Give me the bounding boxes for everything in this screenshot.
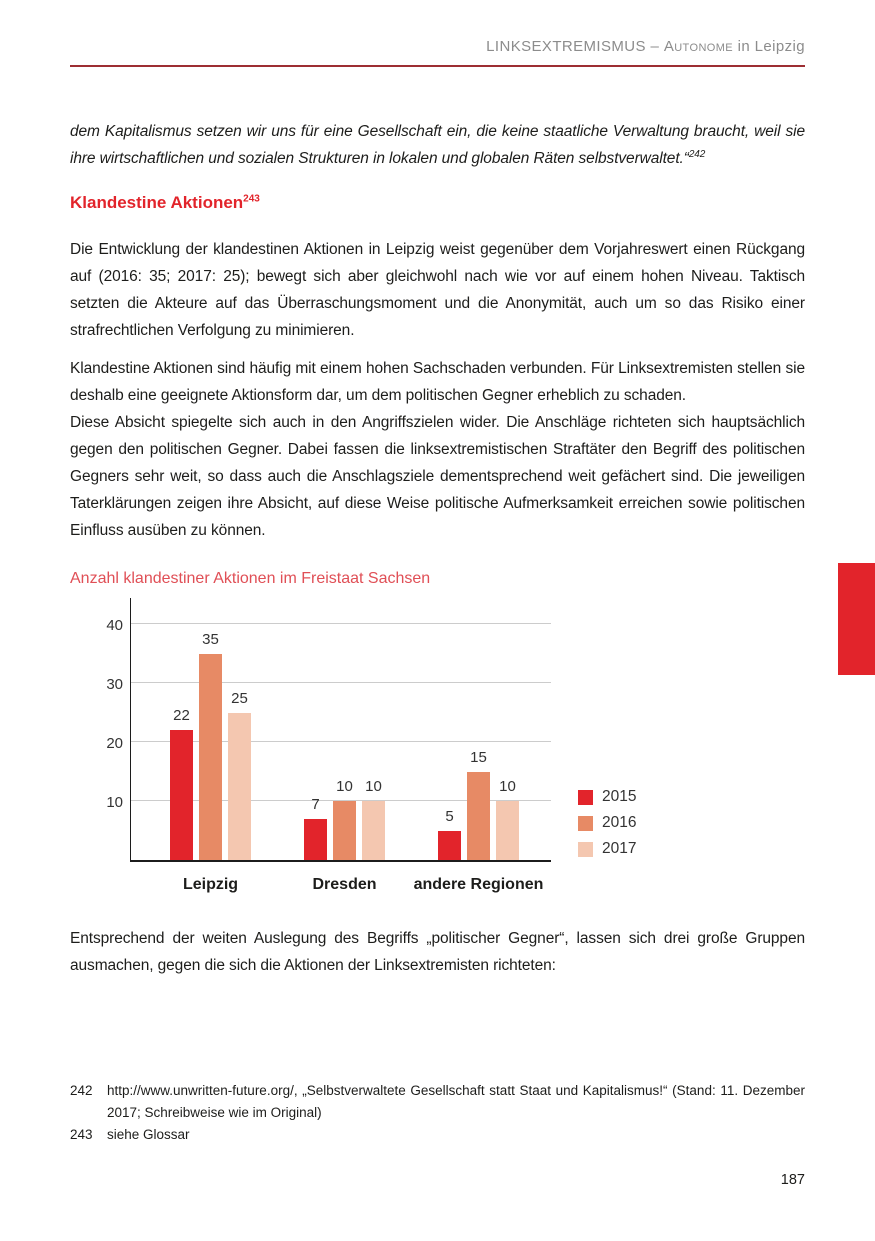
legend-item-2016: 2016	[578, 814, 636, 832]
gridline-20	[131, 741, 551, 742]
footnote-243: 243 siehe Glossar	[70, 1124, 805, 1146]
header-title-suffix: in Leipzig	[733, 38, 805, 55]
legend-label-2017: 2017	[602, 840, 637, 857]
legend-item-2015: 2015	[578, 788, 636, 806]
legend-label-2015: 2015	[602, 788, 637, 805]
bar-2017-leipzig: 25	[228, 690, 251, 860]
bar-2016-andere-regionen: 15	[467, 749, 490, 860]
legend-swatch-2016	[578, 815, 593, 831]
bar-2017-dresden: 10	[362, 778, 385, 860]
bar-value-label: 10	[499, 778, 516, 795]
legend-swatch-2015	[578, 789, 593, 805]
gridline-40	[131, 623, 551, 624]
bar-group-dresden: 7 10 10 Dresden	[304, 778, 385, 893]
chapter-edge-tab	[838, 563, 875, 675]
x-axis-category-label: Leipzig	[182, 876, 239, 893]
page-number: 187	[780, 1172, 805, 1188]
quote-footnote-ref: 242	[688, 148, 706, 160]
section-heading-footnote-ref: 243	[243, 193, 260, 205]
legend-item-2017: 2017	[578, 840, 636, 858]
y-axis-tick-40: 40	[106, 617, 123, 634]
paragraph-3: Diese Absicht spiegelte sich auch in den…	[70, 414, 805, 539]
header-rule	[70, 65, 805, 67]
x-axis-category-label: andere Regionen	[413, 876, 544, 893]
footnote-number: 242	[70, 1083, 93, 1098]
bar-groups: 22 35 25 Leipzig 7 10 10 Dresden 5 15 10 andere Reg…	[131, 598, 551, 894]
bar-2015-andere-regionen: 5	[438, 808, 461, 860]
y-axis-tick-20: 20	[106, 735, 123, 752]
y-axis-tick-10: 10	[106, 794, 123, 811]
bar-group-leipzig: 22 35 25 Leipzig	[170, 631, 251, 893]
bar-2016-dresden: 10	[333, 778, 356, 860]
legend-label-2016: 2016	[602, 814, 637, 831]
bar-value-label: 25	[231, 689, 248, 707]
gridline-10	[131, 800, 551, 801]
section-heading-text: Klandestine Aktionen	[70, 193, 244, 212]
x-axis-category-label: Dresden	[312, 876, 377, 893]
footnote-text: siehe Glossar	[107, 1127, 190, 1142]
paragraph-2: Klandestine Aktionen sind häufig mit ein…	[70, 360, 805, 404]
gridline-30	[131, 682, 551, 683]
bar-2015-leipzig: 22	[170, 707, 193, 860]
paragraph-4: Entsprechend der weiten Auslegung des Be…	[70, 930, 805, 974]
bar-value-label: 5	[445, 807, 454, 825]
paragraph-block-2: Klandestine Aktionen sind häufig mit ein…	[70, 355, 805, 544]
header-title-prefix: LINKSEXTREMISMUS –	[486, 38, 664, 55]
bar-2017-andere-regionen: 10	[496, 778, 519, 860]
chart-title: Anzahl klandestiner Aktionen im Freistaa…	[70, 570, 431, 587]
bar-value-label: 7	[311, 795, 320, 813]
bar-value-label: 10	[365, 778, 382, 795]
bar-2015-dresden: 7	[304, 796, 327, 860]
y-axis-tick-30: 30	[106, 676, 123, 693]
bar-value-label: 35	[202, 630, 219, 648]
quote-text: dem Kapitalismus setzen wir uns für eine…	[70, 123, 805, 167]
quote-paragraph: dem Kapitalismus setzen wir uns für eine…	[70, 118, 805, 172]
footnote-number: 243	[70, 1127, 93, 1142]
footnote-text: http://www.unwritten-future.org/, „Selbs…	[107, 1083, 805, 1120]
paragraph-1: Die Entwicklung der klandestinen Aktione…	[70, 241, 805, 339]
bar-value-label: 15	[470, 748, 487, 766]
bar-value-label: 10	[336, 778, 353, 795]
chart-legend: 2015 2016 2017	[578, 788, 636, 866]
bar-chart: 10 20 30 40 22 35 25 Leipzig 7 10 10 Dresden 5 15 10 an…	[100, 598, 805, 898]
footnote-242: 242 http://www.unwritten-future.org/, „S…	[70, 1080, 805, 1124]
legend-swatch-2017	[578, 841, 593, 857]
section-heading: Klandestine Aktionen243	[70, 193, 260, 213]
bar-group-andere-regionen: 5 15 10 andere Regionen	[414, 749, 544, 894]
footnotes: 242 http://www.unwritten-future.org/, „S…	[70, 1080, 805, 1146]
bar-value-label: 22	[173, 707, 190, 725]
chart-plot-area: 10 20 30 40 22 35 25 Leipzig 7 10 10 Dresden 5 15 10 an…	[106, 598, 551, 894]
header-title-smallcaps: Autonome	[663, 38, 734, 55]
page-header: LINKSEXTREMISMUS – Autonome in Leipzig	[70, 38, 805, 55]
bar-2016-leipzig: 35	[199, 631, 222, 860]
